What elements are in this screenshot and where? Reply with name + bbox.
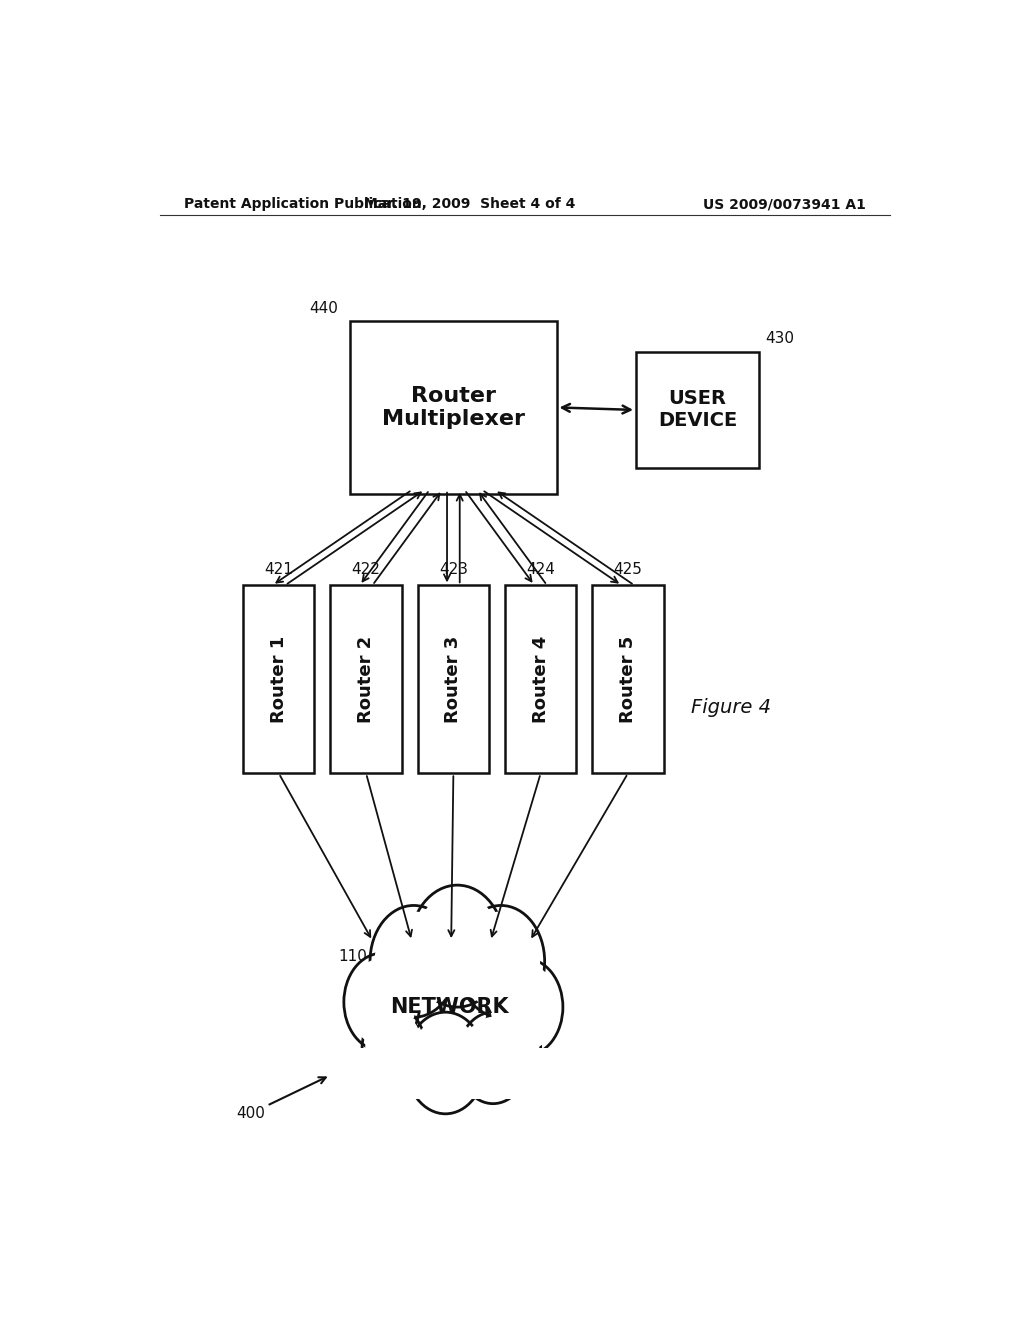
Circle shape <box>375 912 453 1011</box>
Text: Router 5: Router 5 <box>618 636 637 723</box>
Text: Router 4: Router 4 <box>531 636 550 723</box>
Circle shape <box>370 906 458 1018</box>
Text: 430: 430 <box>765 331 795 346</box>
Text: Router 1: Router 1 <box>269 636 288 723</box>
Text: 425: 425 <box>613 562 642 577</box>
Bar <box>418 585 489 774</box>
Bar <box>350 321 557 494</box>
Text: 422: 422 <box>351 562 381 577</box>
Circle shape <box>481 1012 537 1084</box>
Text: 424: 424 <box>526 562 555 577</box>
Circle shape <box>411 1018 480 1107</box>
Circle shape <box>462 1018 524 1098</box>
Text: Router
Multiplexer: Router Multiplexer <box>382 385 525 429</box>
Circle shape <box>366 1012 422 1084</box>
Text: US 2009/0073941 A1: US 2009/0073941 A1 <box>703 197 866 211</box>
Bar <box>346 1048 553 1098</box>
Text: Router 3: Router 3 <box>444 636 463 723</box>
Text: Patent Application Publication: Patent Application Publication <box>183 197 421 211</box>
Text: NETWORK: NETWORK <box>390 997 509 1018</box>
Circle shape <box>458 1012 528 1104</box>
Circle shape <box>486 958 563 1056</box>
Ellipse shape <box>362 991 537 1084</box>
Circle shape <box>458 906 545 1018</box>
Text: 400: 400 <box>237 1106 265 1121</box>
Text: Router 2: Router 2 <box>357 636 375 723</box>
Text: 110: 110 <box>338 949 368 964</box>
Text: Figure 4: Figure 4 <box>691 698 771 717</box>
Circle shape <box>416 892 500 999</box>
Bar <box>505 585 577 774</box>
Bar <box>243 585 314 774</box>
Text: 421: 421 <box>264 562 293 577</box>
Circle shape <box>492 964 558 1049</box>
Text: USER
DEVICE: USER DEVICE <box>657 389 737 430</box>
Circle shape <box>348 960 416 1045</box>
Circle shape <box>406 1012 485 1114</box>
Text: 423: 423 <box>439 562 468 577</box>
Circle shape <box>344 953 420 1051</box>
Circle shape <box>463 912 540 1011</box>
Circle shape <box>362 1007 426 1089</box>
Text: Mar. 19, 2009  Sheet 4 of 4: Mar. 19, 2009 Sheet 4 of 4 <box>364 197 574 211</box>
Circle shape <box>410 886 505 1007</box>
Circle shape <box>477 1007 541 1089</box>
Bar <box>592 585 664 774</box>
Bar <box>331 585 401 774</box>
Bar <box>636 351 759 469</box>
Text: 440: 440 <box>309 301 338 315</box>
